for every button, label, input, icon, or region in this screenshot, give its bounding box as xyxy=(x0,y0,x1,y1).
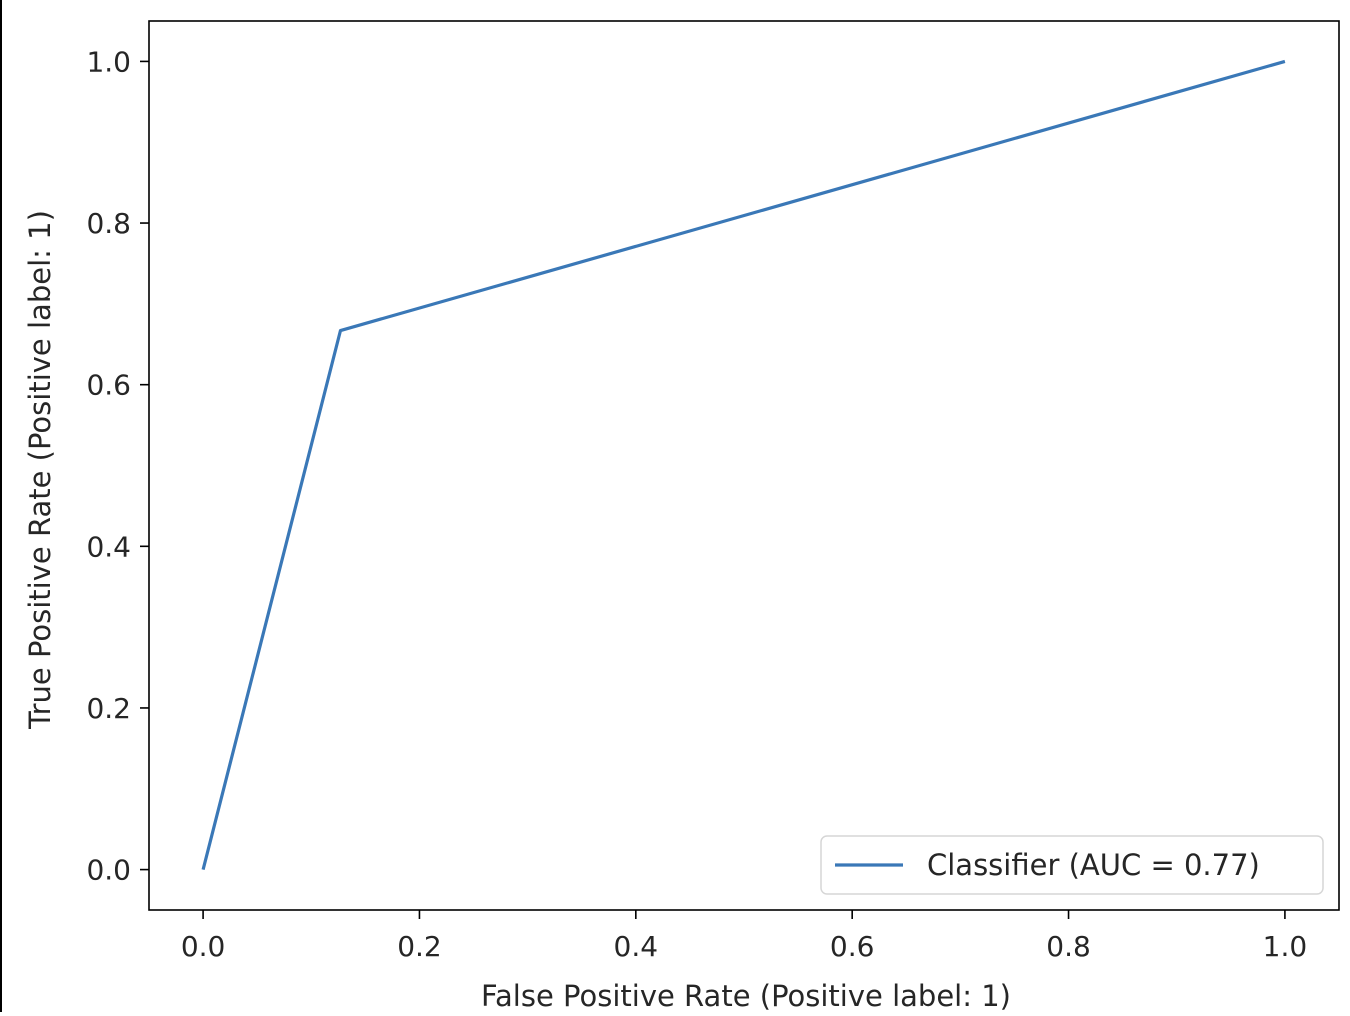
legend-box xyxy=(820,835,1324,895)
x-tick-label: 0.4 xyxy=(614,930,659,963)
y-tick-label: 0.6 xyxy=(86,369,131,402)
series-line-0 xyxy=(201,59,1286,870)
x-tick-label: 0.2 xyxy=(397,930,442,963)
axes-frame xyxy=(148,20,1340,911)
plot-layer xyxy=(201,59,1286,870)
x-tick-label: 0.6 xyxy=(830,930,875,963)
axes-layer: 0.0 0.2 0.4 0.6 0.8 1.0 0.0 0.2 0.4 0.6 0.8 1.0 Fals… xyxy=(23,20,1340,1013)
legend: Classifier (AUC = 0.77) xyxy=(820,835,1324,895)
x-axis-label: False Positive Rate (Positive label: 1) xyxy=(481,979,1011,1012)
y-tick-label: 0.4 xyxy=(86,530,131,563)
y-tick-label: 0.8 xyxy=(86,207,131,240)
y-tick-label: 0.0 xyxy=(86,854,131,887)
y-axis-label: True Positive Rate (Positive label: 1) xyxy=(23,210,57,730)
y-tick-label: 0.2 xyxy=(86,692,131,725)
x-tick-label: 0.0 xyxy=(181,930,226,963)
x-tick-label: 1.0 xyxy=(1263,930,1308,963)
y-tick-label: 1.0 xyxy=(86,45,131,78)
x-tick-label: 0.8 xyxy=(1046,930,1091,963)
legend-label-0: Classifier (AUC = 0.77) xyxy=(927,848,1260,882)
